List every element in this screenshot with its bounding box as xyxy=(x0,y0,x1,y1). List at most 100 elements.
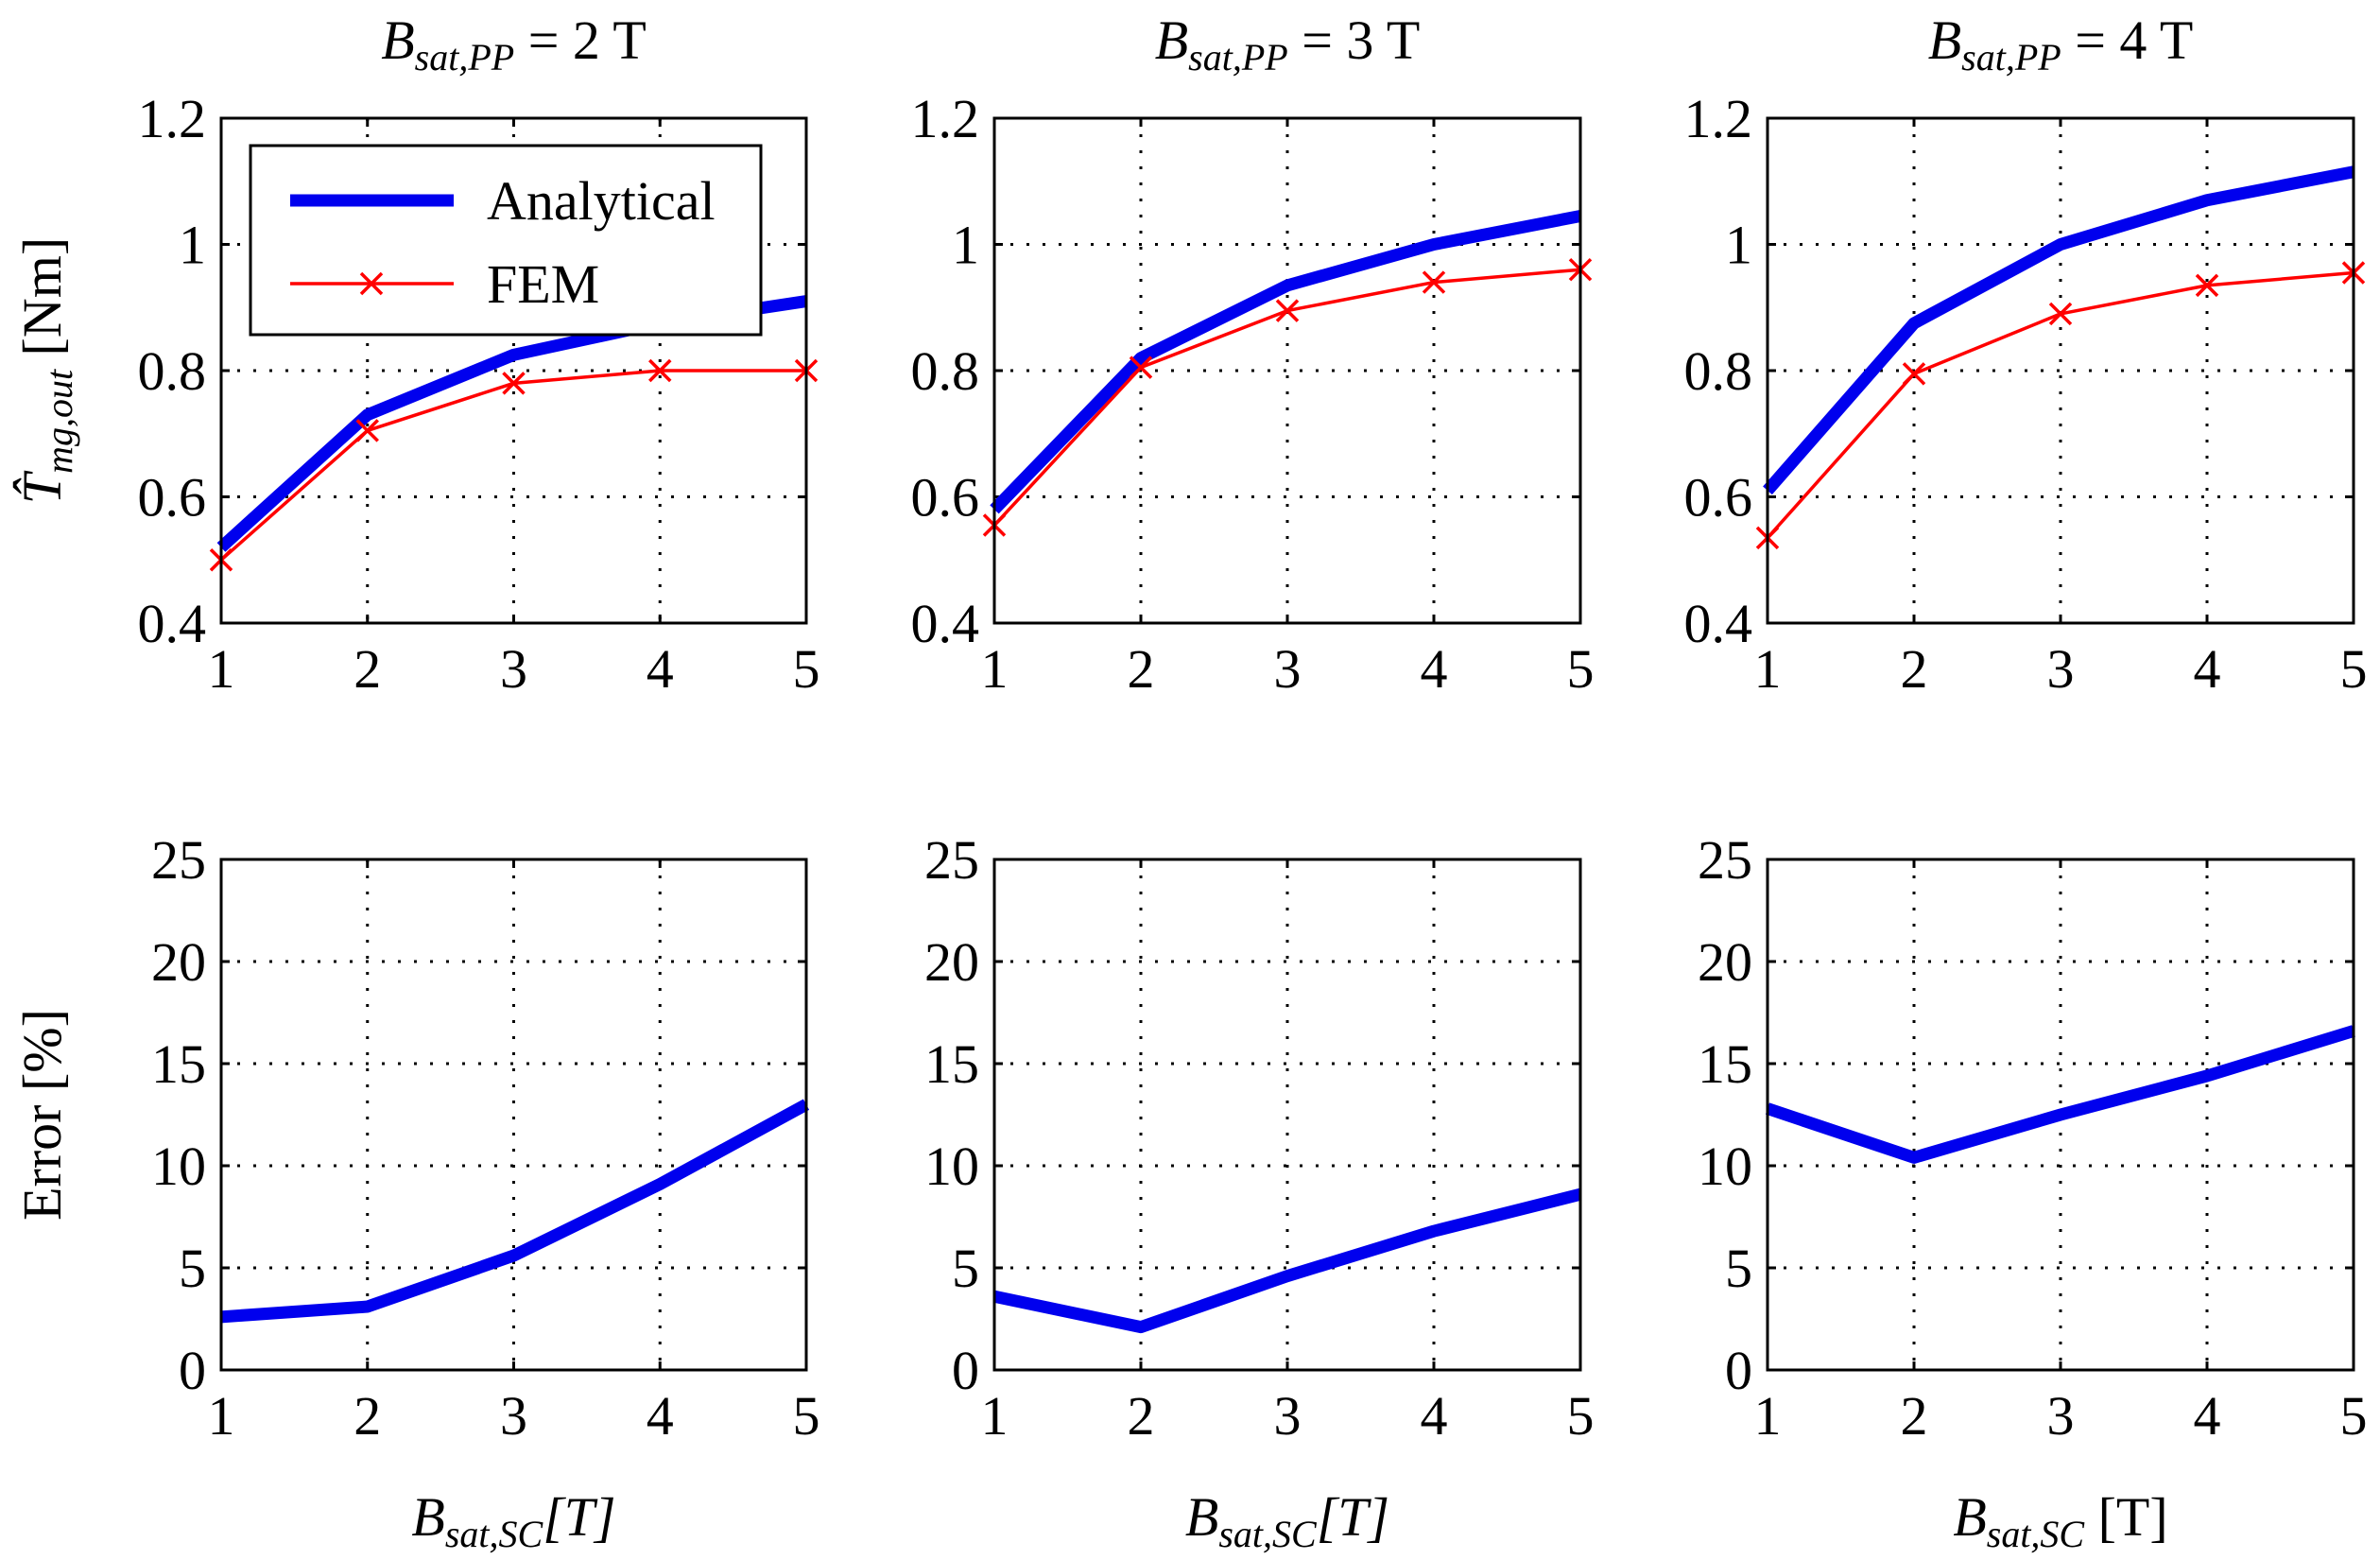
y-tick-label: 20 xyxy=(1698,931,1752,993)
y-tick-label: 20 xyxy=(151,931,206,993)
x-axis-label: Bsat,SC[T] xyxy=(411,1486,615,1555)
x-tick-label: 3 xyxy=(2047,638,2075,700)
y-tick-label: 0.4 xyxy=(138,593,207,654)
series-line-analytical xyxy=(1763,165,2355,495)
legend-box xyxy=(249,144,763,337)
x-tick-label: 3 xyxy=(500,1385,527,1447)
y-tick-label: 1 xyxy=(952,215,979,276)
chart-panel-6: 1 2 3 4 5 0 5 10 15 20 25 Bsat,SC [T] xyxy=(1698,829,2368,1555)
x-tick-label: 3 xyxy=(1274,638,1302,700)
data-point-marker xyxy=(1422,270,1446,294)
x-axis-label: Bsat,SC[T] xyxy=(1185,1486,1389,1555)
x-tick-label: 2 xyxy=(354,1385,381,1447)
series-line-analytical xyxy=(990,210,1582,514)
y-tick-label: 5 xyxy=(952,1238,979,1299)
axes-frame xyxy=(992,116,1582,625)
chart-panel-3: 1 2 3 4 5 0.4 0.6 0.8 1 1.2 Bsat,PP = 4 T xyxy=(1684,9,2368,700)
series-analytical xyxy=(990,210,1582,514)
legend-label: FEM xyxy=(487,253,599,315)
y-tick-label: 15 xyxy=(924,1033,979,1095)
y-tick-label: 25 xyxy=(151,829,206,891)
x-tick-label: 2 xyxy=(354,638,381,700)
y-tick-label: 1.2 xyxy=(1684,88,1753,149)
grid-lines xyxy=(994,118,1580,623)
series-line-error xyxy=(220,1099,810,1324)
chart-panel-5: 1 2 3 4 5 0 5 10 15 20 25 Bsat,SC[T] xyxy=(924,829,1595,1555)
x-tick-label: 2 xyxy=(1901,1385,1928,1447)
series-error xyxy=(992,1187,1582,1334)
x-tick-label: 3 xyxy=(500,638,527,700)
legend: Analytical FEM xyxy=(249,144,763,337)
y-tick-label: 5 xyxy=(179,1238,206,1299)
x-tick-label: 1 xyxy=(208,1385,235,1447)
data-point-marker xyxy=(502,372,526,395)
y-tick-label: 0.6 xyxy=(911,467,980,529)
series-error xyxy=(220,1099,810,1324)
axes-frame xyxy=(1766,858,2355,1372)
y-tick-label: 0.4 xyxy=(911,593,980,654)
y-tick-label: 0 xyxy=(952,1340,979,1401)
x-tick-label: 1 xyxy=(208,638,235,700)
x-tick-label: 4 xyxy=(647,1385,674,1447)
x-tick-label: 5 xyxy=(1567,638,1595,700)
x-tick-label: 1 xyxy=(981,638,1009,700)
axes-frame xyxy=(219,858,808,1372)
y-tick-label: 15 xyxy=(151,1033,206,1095)
y-tick-label: 10 xyxy=(151,1135,206,1197)
grid-lines xyxy=(994,859,1580,1370)
x-tick-label: 5 xyxy=(1567,1385,1595,1447)
data-point-marker xyxy=(2195,273,2219,298)
y-tick-label: 0.6 xyxy=(138,467,207,529)
x-tick-label: 5 xyxy=(2340,638,2368,700)
y-tick-label: 1.2 xyxy=(138,88,207,149)
series-line-error xyxy=(1765,1025,2355,1164)
series-error xyxy=(1765,1025,2355,1164)
y-tick-label: 1.2 xyxy=(911,88,980,149)
data-point-marker xyxy=(1129,355,1153,379)
x-tick-label: 5 xyxy=(793,1385,820,1447)
x-tick-label: 4 xyxy=(647,638,674,700)
x-tick-label: 4 xyxy=(2194,638,2221,700)
data-point-marker xyxy=(355,419,379,442)
x-tick-label: 3 xyxy=(1274,1385,1302,1447)
legend-label: Analytical xyxy=(487,170,716,232)
chart-panel-4: 1 2 3 4 5 0 5 10 15 20 25 Bsat,SC[T] Error [%] xyxy=(11,829,820,1555)
grid-lines xyxy=(1768,859,2354,1370)
axes-frame xyxy=(1766,116,2355,625)
y-tick-label: 1 xyxy=(1725,215,1752,276)
legend-marker-x-icon xyxy=(359,271,384,296)
axes-frame xyxy=(219,116,808,625)
x-tick-label: 5 xyxy=(2340,1385,2368,1447)
series-analytical xyxy=(1763,165,2355,495)
y-tick-label: 10 xyxy=(1698,1135,1752,1197)
y-tick-label: 25 xyxy=(1698,829,1752,891)
x-axis-label: Bsat,SC [T] xyxy=(1953,1486,2167,1555)
y-tick-label: 10 xyxy=(924,1135,979,1197)
y-tick-label: 0.8 xyxy=(1684,340,1753,402)
x-tick-label: 5 xyxy=(793,638,820,700)
y-tick-label: 0.8 xyxy=(911,340,980,402)
x-tick-label: 2 xyxy=(1128,638,1155,700)
x-tick-label: 1 xyxy=(1754,638,1782,700)
y-axis-label: T̂mg,out [Nm] xyxy=(11,237,80,504)
series-fem xyxy=(1755,261,2366,550)
legend-item-fem: FEM xyxy=(290,253,599,315)
chart-panel-1: 1 2 3 4 5 0.4 0.6 0.8 1 1.2 Bsat,PP = 2 T T̂mg,out … xyxy=(11,9,820,700)
series-line-error xyxy=(992,1187,1582,1334)
data-point-marker xyxy=(1275,299,1300,322)
data-point-marker xyxy=(1902,362,1926,386)
x-tick-label: 4 xyxy=(1421,638,1448,700)
data-point-marker xyxy=(2048,302,2073,326)
y-tick-label: 0.8 xyxy=(138,340,207,402)
x-tick-label: 1 xyxy=(1754,1385,1782,1447)
y-tick-label: 1 xyxy=(179,215,206,276)
y-tick-label: 5 xyxy=(1725,1238,1752,1299)
x-tick-label: 1 xyxy=(981,1385,1009,1447)
x-tick-label: 3 xyxy=(2047,1385,2075,1447)
y-tick-label: 25 xyxy=(924,829,979,891)
grid-lines xyxy=(221,859,806,1370)
y-tick-label: 0.6 xyxy=(1684,467,1753,529)
y-tick-label: 0 xyxy=(179,1340,206,1401)
x-tick-label: 2 xyxy=(1901,638,1928,700)
